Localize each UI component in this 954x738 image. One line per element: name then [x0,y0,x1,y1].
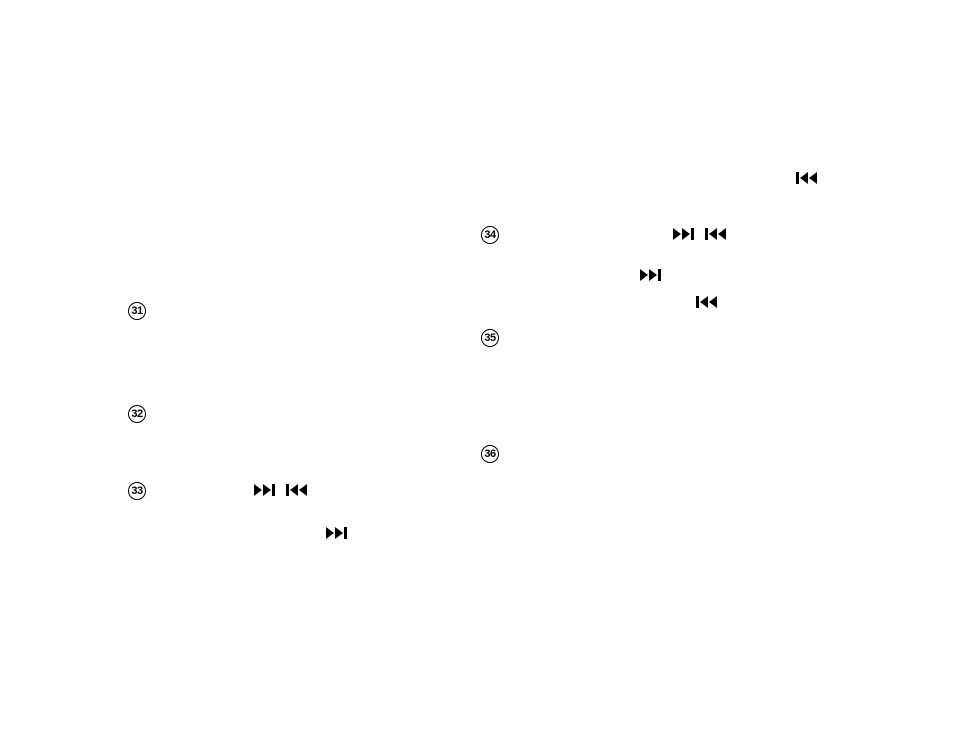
canvas: 31 32 33 34 35 36 [0,0,954,738]
skip-previous-icon [705,228,727,240]
circled-number-32: 32 [128,405,146,423]
skip-previous-icon [696,296,718,308]
circled-number-label: 36 [481,445,499,463]
skip-next-icon [326,527,348,539]
skip-next-icon [673,228,695,240]
circled-number-label: 31 [128,302,146,320]
circled-number-label: 33 [128,482,146,500]
circled-number-31: 31 [128,302,146,320]
circled-number-33: 33 [128,482,146,500]
skip-next-icon [254,484,276,496]
skip-next-icon [640,269,662,281]
circled-number-34: 34 [481,226,499,244]
circled-number-36: 36 [481,445,499,463]
skip-previous-icon [796,172,818,184]
skip-previous-icon [286,484,308,496]
circled-number-label: 35 [481,329,499,347]
circled-number-35: 35 [481,329,499,347]
circled-number-label: 32 [128,405,146,423]
circled-number-label: 34 [481,226,499,244]
